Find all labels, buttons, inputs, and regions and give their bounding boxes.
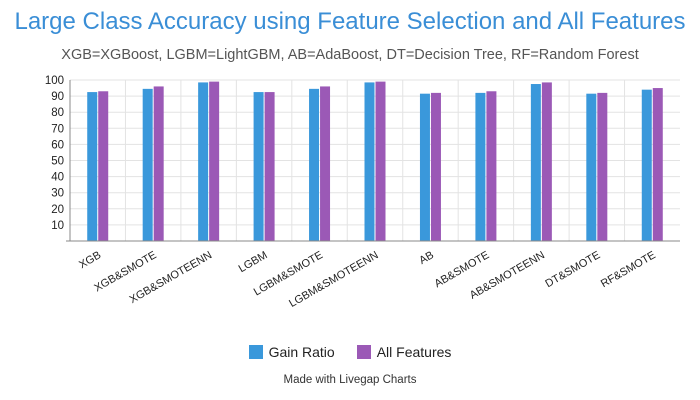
bar-all-features-5[interactable] <box>375 81 386 241</box>
bar-all-features-1[interactable] <box>153 86 164 241</box>
grid-lines <box>70 79 680 241</box>
legend-swatch-gain-ratio <box>248 345 263 359</box>
legend-label-gain-ratio: Gain Ratio <box>268 344 335 360</box>
bar-gain-ratio-8[interactable] <box>530 84 541 242</box>
y-tick-label-100: 100 <box>45 75 64 87</box>
bars <box>87 81 663 242</box>
y-tick-label-30: 30 <box>51 188 64 200</box>
bar-gain-ratio-6[interactable] <box>419 93 430 241</box>
chart-title: Large Class Accuracy using Feature Selec… <box>14 8 686 35</box>
bar-all-features-9[interactable] <box>597 92 608 241</box>
bar-gain-ratio-3[interactable] <box>253 92 264 241</box>
y-tick-label-80: 80 <box>51 107 64 119</box>
x-tick-label-5: LGBM&SMOTEENN <box>287 249 380 310</box>
x-tick-label-0: XGB <box>77 249 103 271</box>
y-tick-label-50: 50 <box>51 156 64 168</box>
y-tick-label-60: 60 <box>51 139 64 151</box>
bar-gain-ratio-10[interactable] <box>641 89 652 241</box>
legend-item-all-features[interactable]: All Features <box>356 344 452 360</box>
bar-gain-ratio-2[interactable] <box>198 82 209 241</box>
y-tick-label-10: 10 <box>51 220 64 232</box>
x-tick-label-10: RF&SMOTE <box>599 249 658 290</box>
bar-gain-ratio-1[interactable] <box>142 88 153 241</box>
bar-gain-ratio-7[interactable] <box>475 92 486 241</box>
bar-all-features-7[interactable] <box>486 91 497 242</box>
bar-all-features-10[interactable] <box>652 88 663 241</box>
y-tick-label-70: 70 <box>51 123 64 135</box>
bar-all-features-6[interactable] <box>430 92 441 241</box>
legend: Gain Ratio All Features <box>0 344 700 360</box>
y-tick-label-20: 20 <box>51 204 64 216</box>
bar-all-features-4[interactable] <box>320 86 331 241</box>
y-tick-label-90: 90 <box>51 91 64 103</box>
credit-text: Made with Livegap Charts <box>283 374 417 386</box>
bar-all-features-3[interactable] <box>264 92 275 241</box>
y-tick-labels: 10 20 30 40 50 60 70 80 90 100 <box>45 75 64 232</box>
x-tick-label-3: LGBM <box>237 249 270 275</box>
chart-subtitle: XGB=XGBoost, LGBM=LightGBM, AB=AdaBoost,… <box>61 47 639 63</box>
x-tick-label-6: AB <box>417 249 436 267</box>
y-tick-label-40: 40 <box>51 172 64 184</box>
bar-all-features-8[interactable] <box>541 82 552 241</box>
bar-gain-ratio-5[interactable] <box>364 82 375 241</box>
bar-gain-ratio-9[interactable] <box>586 93 597 241</box>
bar-all-features-0[interactable] <box>98 91 109 242</box>
axes <box>66 80 680 242</box>
bar-all-features-2[interactable] <box>209 81 220 241</box>
x-tick-label-9: DT&SMOTE <box>543 249 602 290</box>
bar-gain-ratio-0[interactable] <box>87 92 98 241</box>
legend-swatch-all-features <box>356 345 371 359</box>
legend-item-gain-ratio[interactable]: Gain Ratio <box>248 344 335 360</box>
bar-gain-ratio-4[interactable] <box>309 88 320 241</box>
legend-label-all-features: All Features <box>376 344 452 360</box>
